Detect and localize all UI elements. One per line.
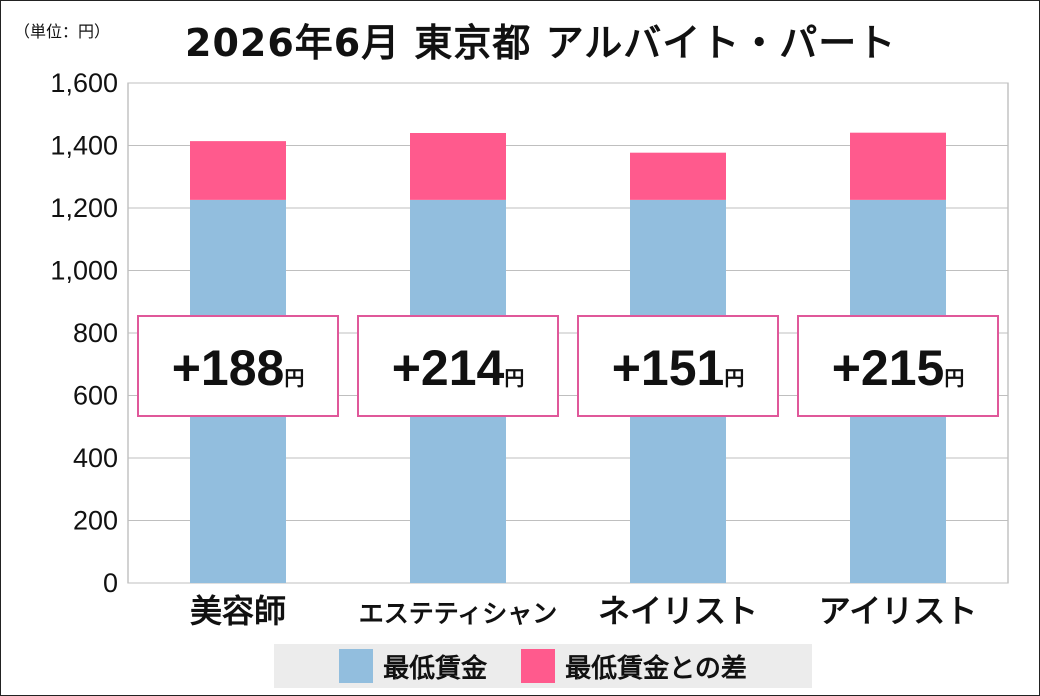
annotation-box	[357, 315, 559, 417]
legend-item-diff: 最低賃金との差	[521, 648, 747, 685]
legend-label-diff: 最低賃金との差	[565, 653, 747, 684]
legend-swatch-diff	[521, 649, 556, 683]
annotation-label: +151円	[612, 340, 745, 396]
annotation-box	[577, 315, 779, 417]
annotation-label: +188円	[172, 340, 305, 396]
y-tick-label: 1,200	[50, 193, 118, 223]
y-tick-label: 200	[73, 506, 118, 536]
x-category-label: アイリスト	[819, 592, 977, 630]
y-tick-label: 1,000	[50, 256, 118, 286]
x-category-label: ネイリスト	[598, 592, 758, 630]
chart-title: 2026年6月 東京都 アルバイト・パート	[185, 21, 897, 65]
y-tick-label: 400	[73, 443, 118, 473]
y-tick-label: 800	[73, 318, 118, 348]
legend-item-base: 最低賃金	[339, 648, 487, 685]
y-tick-label: 1,600	[50, 68, 118, 98]
annotation-box	[797, 315, 999, 417]
annotation-box	[137, 315, 339, 417]
bar-diff	[410, 133, 506, 200]
x-category-label: エステティシャン	[359, 599, 558, 628]
bar-diff	[630, 152, 726, 200]
bar-diff	[190, 141, 286, 200]
y-tick-label: 0	[103, 568, 118, 598]
annotation-label: +214円	[392, 340, 525, 396]
y-tick-label: 600	[73, 381, 118, 411]
legend: 最低賃金 最低賃金との差	[274, 644, 812, 688]
legend-label-base: 最低賃金	[383, 653, 488, 684]
legend-swatch-base	[339, 649, 374, 683]
annotation-label: +215円	[832, 340, 965, 396]
x-category-label: 美容師	[190, 592, 286, 630]
unit-label: （単位：円）	[14, 22, 111, 41]
bar-diff	[850, 132, 946, 200]
y-tick-label: 1,400	[50, 131, 118, 161]
